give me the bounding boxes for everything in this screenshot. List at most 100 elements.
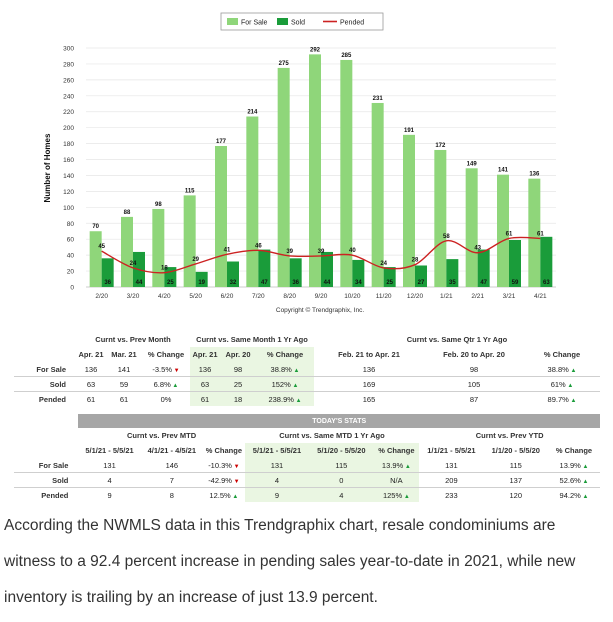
- up-arrow-icon: ▲: [403, 463, 411, 470]
- table-cell: 89.7% ▲: [524, 391, 600, 406]
- up-arrow-icon: ▲: [580, 478, 589, 485]
- for-sale-value-label: 231: [373, 96, 384, 102]
- table-cell: 38.8% ▲: [256, 362, 314, 377]
- table-cell: 131: [244, 458, 310, 473]
- for-sale-bar: [183, 195, 196, 287]
- pended-value-label: 61: [506, 231, 513, 237]
- pended-value-label: 29: [192, 257, 199, 263]
- table-cell: 233: [419, 487, 484, 502]
- table-cell: 25: [220, 376, 256, 392]
- legend-sold-label: Sold: [291, 20, 305, 27]
- pended-line: [101, 236, 541, 274]
- table-cell: 52.6% ▲: [547, 472, 600, 488]
- table-cell: 136: [362, 364, 376, 374]
- for-sale-value-label: 115: [185, 188, 195, 194]
- row-label: For Sale: [36, 364, 66, 374]
- table-cell: 137: [483, 472, 548, 488]
- sold-value-label: 44: [136, 280, 143, 286]
- for-sale-value-label: 70: [92, 224, 99, 230]
- pended-value-label: 61: [537, 231, 544, 237]
- y-tick-label: 140: [63, 173, 74, 180]
- column-header: 4/1/21 - 4/5/21: [147, 446, 196, 455]
- column-header: % Change: [555, 446, 593, 455]
- for-sale-value-label: 177: [216, 139, 227, 145]
- bar-series: [89, 54, 553, 288]
- for-sale-value-label: 149: [467, 161, 478, 167]
- x-tick-label: 3/21: [503, 293, 516, 300]
- table-cell: 9: [78, 487, 141, 502]
- table-cell: 146: [165, 460, 179, 470]
- y-tick-label: 180: [63, 141, 74, 148]
- for-sale-value-label: 88: [124, 210, 131, 216]
- x-tick-label: 12/20: [407, 293, 424, 300]
- table-cell: 94.2% ▲: [547, 487, 600, 502]
- x-tick-label: 3/20: [127, 293, 140, 300]
- sold-bar: [415, 265, 427, 287]
- up-arrow-icon: ▲: [568, 367, 577, 374]
- x-tick-label: 2/21: [471, 293, 484, 300]
- table-cell: 63: [190, 376, 220, 392]
- pended-value-label: 43: [474, 246, 481, 252]
- for-sale-value-label: 285: [341, 53, 352, 59]
- table-cell: 98: [220, 362, 256, 377]
- chart-copyright: Copyright © Trendgraphix, Inc.: [276, 306, 364, 314]
- x-tick-label: 9/20: [315, 293, 328, 300]
- table-cell: 12.5% ▲: [202, 487, 245, 502]
- sold-value-label: 47: [261, 280, 268, 286]
- sold-value-label: 36: [104, 280, 111, 286]
- sold-bar: [540, 236, 553, 287]
- sold-value-label: 19: [198, 280, 205, 286]
- for-sale-value-label: 292: [310, 47, 321, 53]
- table-cell: 238.9% ▲: [256, 391, 314, 406]
- pended-value-label: 40: [349, 248, 356, 254]
- y-tick-label: 80: [67, 221, 75, 228]
- up-arrow-icon: ▲: [580, 493, 589, 500]
- sold-value-label: 59: [512, 280, 519, 286]
- todays-stats-table: TODAY'S STATS Curnt vs. Prev MTD Curnt v…: [14, 414, 600, 502]
- table-cell: 136: [84, 364, 98, 374]
- legend-sold-swatch: [277, 18, 288, 25]
- table-cell: 4: [309, 487, 374, 502]
- table-cell: 87: [424, 391, 524, 406]
- for-sale-value-label: 141: [498, 168, 509, 174]
- table-cell: 4: [78, 472, 141, 488]
- table-cell: -42.9% ▼: [202, 472, 245, 488]
- table-cell: 4: [244, 472, 310, 488]
- pended-value-label: 39: [286, 249, 293, 255]
- legend-pended-label: Pended: [340, 20, 364, 27]
- sold-bar: [509, 239, 521, 287]
- for-sale-value-label: 214: [247, 110, 258, 116]
- for-sale-value-label: 275: [279, 61, 290, 67]
- down-arrow-icon: ▼: [231, 463, 240, 470]
- for-sale-bar: [528, 178, 541, 287]
- x-tick-labels: 2/20 3/20 4/20 5/20 6/20 7/20 8/20 9/20 10/20 11/…: [95, 293, 547, 300]
- for-sale-bar: [121, 216, 133, 287]
- for-sale-bar: [89, 231, 102, 287]
- table-cell: 63: [76, 376, 106, 392]
- column-header: Mar. 21: [111, 350, 137, 359]
- y-tick-label: 60: [67, 237, 75, 244]
- pended-value-label: 28: [412, 258, 419, 264]
- table-cell: 59: [106, 376, 142, 392]
- bar-line-chart: For Sale Sold Pended 0 20 40 60 80 100 120 140 160…: [43, 12, 556, 314]
- sold-value-label: 63: [543, 280, 550, 286]
- legend-for-sale-swatch: [227, 18, 238, 25]
- for-sale-bar: [465, 168, 478, 287]
- table-cell: 141: [117, 364, 131, 374]
- pended-value-label: 39: [318, 249, 325, 255]
- table-cell: 152% ▲: [256, 376, 314, 392]
- article-caption: According the NWMLS data in this Trendgr…: [4, 517, 576, 606]
- x-tick-label: 1/21: [440, 293, 453, 300]
- x-tick-label: 10/20: [344, 293, 361, 300]
- up-arrow-icon: ▲: [402, 493, 410, 500]
- group-header: Curnt vs. Same Qtr 1 Yr Ago: [406, 335, 508, 344]
- up-arrow-icon: ▲: [565, 382, 574, 389]
- table-cell: 18: [220, 391, 256, 406]
- column-header: 1/1/20 - 5/5/20: [491, 446, 540, 455]
- table-cell: 98: [469, 364, 479, 374]
- x-tick-label: 4/20: [158, 293, 171, 300]
- up-arrow-icon: ▲: [568, 397, 577, 404]
- table-row: For Sale 131 146 -10.3% ▼ 131 115 13.9% ▲ 131 11…: [14, 458, 600, 473]
- monthly-stats-table: Curnt vs. Prev Month Curnt vs. Same Mont…: [14, 332, 600, 406]
- column-header: % Change: [543, 350, 581, 359]
